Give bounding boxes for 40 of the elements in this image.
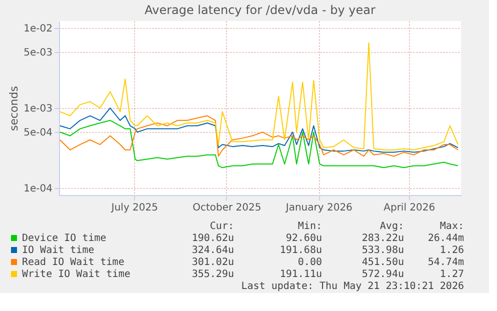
- y-tick-label: 5e-04: [24, 128, 52, 139]
- line-series: [60, 115, 458, 157]
- line-series: [60, 108, 458, 153]
- text: 54.74m: [428, 257, 464, 268]
- y-axis-title: seconds: [8, 86, 21, 131]
- legend-label: Device IO time: [22, 233, 106, 244]
- y-tick-label: 1e-03: [24, 104, 52, 115]
- text: Max:: [440, 221, 464, 232]
- text: Cur:: [210, 221, 234, 232]
- text: 1.27: [440, 269, 464, 280]
- text: 533.98u: [362, 245, 404, 256]
- text: Min:: [298, 221, 322, 232]
- legend-label: Read IO Wait time: [22, 257, 124, 268]
- x-tick-label: July 2025: [110, 202, 158, 214]
- x-tick-label: April 2026: [384, 202, 436, 214]
- y-tick-label: 1e-02: [24, 23, 52, 34]
- text: 190.62u: [192, 233, 234, 244]
- text: Last update: Thu May 21 23:10:21 2026: [241, 281, 464, 292]
- x-tick-label: January 2026: [284, 202, 352, 214]
- text: 92.60u: [286, 233, 322, 244]
- text: 283.22u: [362, 233, 404, 244]
- y-tick-label: 1e-04: [24, 184, 52, 195]
- text: 451.50u: [362, 257, 404, 268]
- text: 191.68u: [280, 245, 322, 256]
- line-series: [60, 120, 458, 168]
- chart-title: Average latency for /dev/vda - by year: [144, 3, 376, 17]
- line-series: [60, 42, 458, 150]
- text: 355.29u: [192, 269, 234, 280]
- text: 301.02u: [192, 257, 234, 268]
- text: 191.11u: [280, 269, 322, 280]
- text: 324.64u: [192, 245, 234, 256]
- text: 1.26: [440, 245, 464, 256]
- text: 26.44m: [428, 233, 464, 244]
- text: 572.94u: [362, 269, 404, 280]
- y-tick-label: 5e-03: [24, 48, 52, 59]
- legend-label: Write IO Wait time: [22, 269, 130, 280]
- x-tick-label: October 2025: [192, 202, 262, 214]
- text: 0.00: [298, 257, 322, 268]
- text: Avg:: [380, 221, 404, 232]
- legend-label: IO Wait time: [22, 245, 94, 256]
